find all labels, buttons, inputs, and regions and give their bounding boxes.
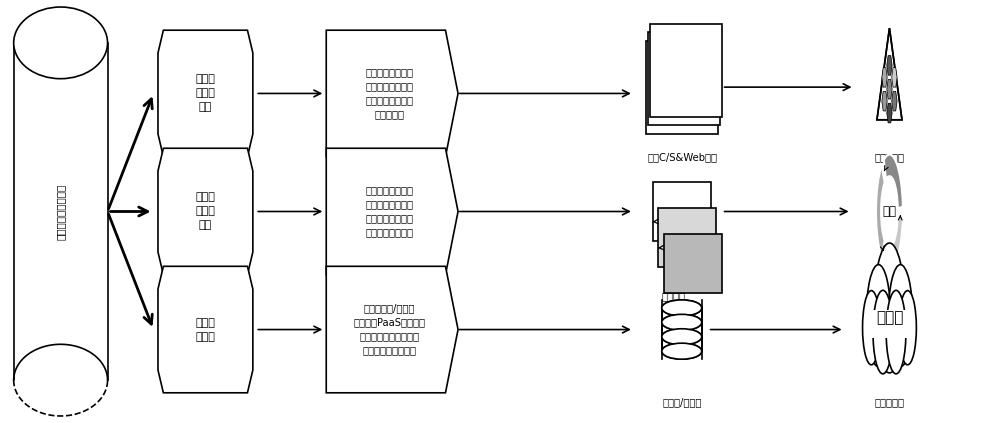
Text: 瀋布模式: 瀋布模式 [662, 291, 686, 302]
Circle shape [886, 290, 906, 374]
Polygon shape [882, 68, 887, 87]
Text: 云计算: 云计算 [876, 310, 903, 325]
Wedge shape [876, 165, 885, 258]
Polygon shape [892, 68, 897, 87]
Ellipse shape [662, 343, 702, 359]
Circle shape [888, 265, 913, 367]
Polygon shape [158, 266, 253, 393]
Text: 云脑系
统总体
架构: 云脑系 统总体 架构 [195, 74, 215, 113]
Circle shape [874, 243, 905, 373]
Text: 提高响应市场变化
或用户需求反馈，
变传统的瀋布式开
发方式为敏捷开发: 提高响应市场变化 或用户需求反馈， 变传统的瀋布式开 发方式为敏捷开发 [366, 186, 414, 237]
Bar [664, 234, 722, 293]
Polygon shape [158, 148, 253, 275]
Text: 智库基
础平台: 智库基 础平台 [195, 318, 215, 341]
Polygon shape [326, 148, 458, 275]
Circle shape [866, 265, 891, 367]
Bar [653, 182, 711, 241]
Polygon shape [326, 30, 458, 157]
Circle shape [899, 291, 916, 365]
Polygon shape [887, 55, 892, 75]
Text: 智库云架构: 智库云架构 [874, 397, 904, 407]
Text: 敏捷开发: 敏捷开发 [877, 279, 901, 289]
Ellipse shape [662, 343, 702, 359]
Polygon shape [882, 91, 887, 111]
Wedge shape [884, 154, 903, 209]
Bar [646, 41, 718, 134]
Polygon shape [887, 80, 892, 99]
Polygon shape [887, 103, 892, 123]
Text: 从物理机理/行为思
路，引入PaaS，为系统
建设提供统一的建设标
准和信息化平台资源: 从物理机理/行为思 路，引入PaaS，为系统 建设提供统一的建设标 准和信息化平… [354, 304, 426, 356]
Bar [867, 310, 911, 338]
Circle shape [863, 291, 880, 365]
Polygon shape [326, 266, 458, 393]
Ellipse shape [662, 329, 702, 345]
Text: 云脑机器人系统框组: 云脑机器人系统框组 [56, 184, 66, 239]
Ellipse shape [662, 314, 702, 330]
Bar [650, 24, 722, 117]
Ellipse shape [662, 329, 702, 345]
Polygon shape [158, 30, 253, 157]
Bar [662, 316, 702, 359]
Text: 传统C/S&Web架构: 传统C/S&Web架构 [648, 152, 718, 162]
Ellipse shape [14, 7, 108, 79]
Ellipse shape [662, 300, 702, 316]
Polygon shape [892, 91, 897, 111]
Wedge shape [884, 214, 903, 269]
Bar [658, 208, 716, 267]
Bar [648, 32, 720, 125]
Text: 实体机/虚拟化: 实体机/虚拟化 [662, 397, 701, 407]
Text: 智库系
统开发
方法: 智库系 统开发 方法 [195, 192, 215, 231]
Text: 迭代: 迭代 [882, 205, 896, 218]
Ellipse shape [662, 314, 702, 330]
Text: 改变传统的智库一
体化结构，采用面
向微服务的松散耦
合简单架构: 改变传统的智库一 体化结构，采用面 向微服务的松散耦 合简单架构 [366, 67, 414, 119]
Ellipse shape [662, 300, 702, 316]
Circle shape [873, 290, 893, 374]
Bar [14, 43, 108, 380]
Text: 微服务架构: 微服务架构 [874, 152, 904, 162]
Bar [14, 380, 108, 416]
